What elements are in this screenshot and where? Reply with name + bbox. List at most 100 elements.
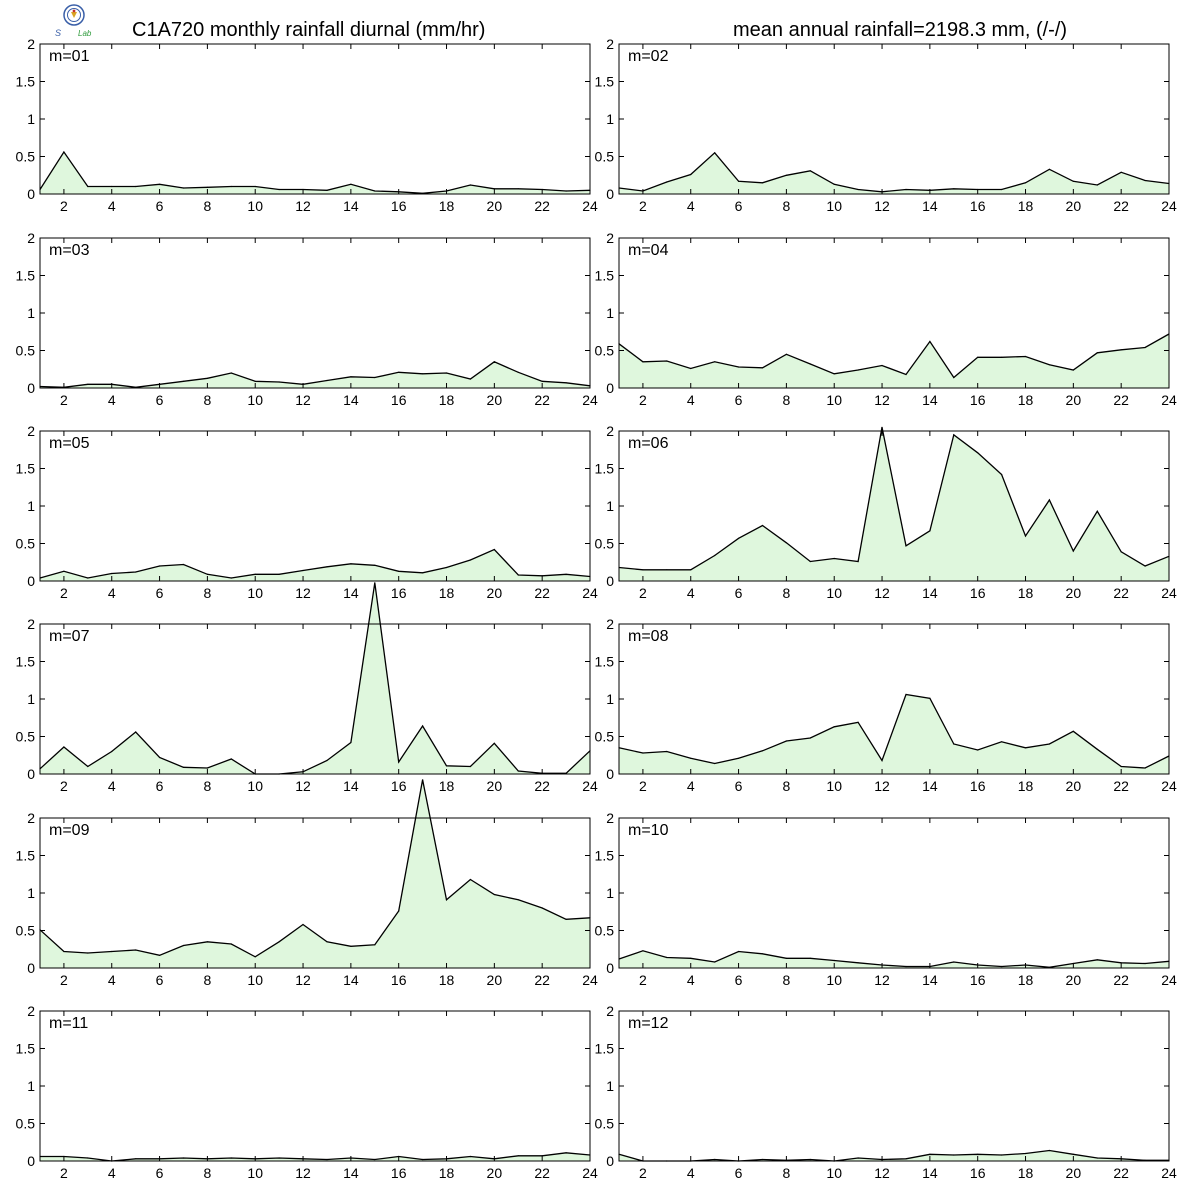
x-tick-label: 2 — [60, 972, 68, 988]
x-tick-label: 14 — [343, 778, 359, 794]
y-tick-label: 0.5 — [595, 1116, 615, 1132]
x-tick-label: 14 — [343, 392, 359, 408]
data-point — [666, 956, 668, 959]
x-tick-label: 20 — [487, 972, 503, 988]
data-point — [493, 893, 495, 896]
data-point — [714, 361, 716, 363]
data-point — [111, 185, 113, 188]
series-area — [619, 427, 1169, 581]
series-line — [40, 1152, 591, 1162]
data-point — [738, 180, 740, 182]
data-point — [642, 361, 644, 363]
data-point — [666, 360, 668, 362]
y-tick-label: 0.5 — [595, 149, 615, 165]
x-tick-label: 18 — [439, 778, 455, 794]
data-point — [469, 184, 471, 186]
y-tick-label: 0 — [606, 186, 614, 202]
data-point — [809, 363, 811, 365]
plot-frame — [39, 430, 591, 582]
x-tick-label: 24 — [582, 585, 598, 601]
x-tick-label: 22 — [1113, 585, 1129, 601]
data-point — [517, 899, 519, 901]
x-tick-label: 8 — [782, 778, 790, 794]
data-point — [809, 737, 811, 739]
y-tick-label: 1 — [606, 1078, 614, 1094]
x-tick-label: 12 — [874, 972, 890, 988]
x-tick-label: 20 — [1066, 585, 1082, 601]
data-point — [326, 189, 328, 191]
y-tick-label: 2 — [606, 1003, 614, 1019]
x-tick-label: 20 — [487, 778, 503, 794]
x-tick-label: 16 — [970, 392, 986, 408]
x-tick-label: 22 — [534, 1165, 550, 1181]
x-tick-label: 12 — [295, 1165, 311, 1181]
x-tick-label: 16 — [391, 778, 407, 794]
data-point — [374, 582, 376, 584]
chart-panel: 00.511.522 4 6 8 10 12 14 16 18 20 22 24m=11 — [16, 1003, 598, 1181]
data-point — [63, 570, 65, 572]
y-tick-label: 1.5 — [595, 1041, 615, 1057]
data-point — [254, 956, 256, 958]
x-tick-label: 4 — [108, 972, 116, 988]
x-tick-label: 18 — [1018, 198, 1034, 214]
data-point — [230, 185, 232, 188]
data-point — [469, 559, 471, 561]
data-point — [326, 759, 328, 762]
series-area — [40, 1152, 590, 1161]
data-point — [1001, 188, 1003, 191]
x-tick-label: 24 — [1161, 1165, 1177, 1181]
data-point — [1072, 550, 1074, 552]
y-tick-label: 0.5 — [16, 923, 36, 939]
y-tick-label: 1.5 — [595, 848, 615, 864]
data-point — [111, 572, 113, 575]
y-tick-label: 2 — [606, 616, 614, 632]
y-tick-label: 0 — [606, 573, 614, 589]
data-point — [159, 565, 161, 567]
x-tick-label: 20 — [1066, 392, 1082, 408]
y-tick-label: 2 — [606, 423, 614, 439]
x-tick-label: 18 — [439, 198, 455, 214]
x-tick-label: 12 — [295, 585, 311, 601]
x-tick-label: 2 — [60, 392, 68, 408]
x-tick-label: 2 — [639, 778, 647, 794]
panel-label: m=12 — [628, 1015, 669, 1032]
chart-panel: 00.511.522 4 6 8 10 12 14 16 18 20 22 24m=01 — [16, 36, 598, 214]
x-tick-label: 24 — [1161, 392, 1177, 408]
x-tick-label: 4 — [687, 778, 695, 794]
data-point — [785, 957, 788, 959]
panel-label: m=10 — [628, 822, 669, 839]
x-tick-label: 12 — [295, 392, 311, 408]
logo-lab-text: Lab — [78, 29, 92, 38]
y-tick-label: 0 — [606, 380, 614, 396]
series-line — [618, 693, 1170, 769]
data-point — [977, 356, 979, 358]
y-tick-label: 1 — [27, 111, 35, 127]
data-point — [714, 762, 716, 765]
x-tick-label: 16 — [970, 778, 986, 794]
x-tick-label: 6 — [735, 778, 743, 794]
plot-frame — [618, 1010, 1170, 1162]
y-tick-label: 0 — [27, 960, 35, 976]
chart-panel: 00.511.522 4 6 8 10 12 14 16 18 20 22 24m=08 — [595, 616, 1177, 794]
panel-label: m=03 — [49, 242, 90, 259]
x-tick-label: 14 — [922, 198, 938, 214]
data-point — [1048, 743, 1050, 745]
data-point — [541, 380, 543, 382]
data-point — [278, 381, 280, 383]
x-tick-label: 20 — [1066, 972, 1082, 988]
y-tick-label: 1 — [606, 305, 614, 321]
x-tick-label: 14 — [922, 972, 938, 988]
x-tick-label: 22 — [534, 778, 550, 794]
data-point — [881, 759, 883, 762]
y-tick-label: 1.5 — [16, 848, 36, 864]
data-point — [1048, 168, 1050, 170]
x-tick-label: 12 — [874, 1165, 890, 1181]
data-point — [326, 941, 328, 943]
y-tick-label: 2 — [27, 810, 35, 826]
x-tick-label: 6 — [156, 1165, 164, 1181]
x-tick-label: 24 — [1161, 778, 1177, 794]
x-tick-label: 18 — [439, 972, 455, 988]
data-point — [905, 373, 907, 376]
chart-panel: 00.511.522 4 6 8 10 12 14 16 18 20 22 24m=03 — [16, 230, 598, 408]
series-area — [619, 950, 1169, 968]
